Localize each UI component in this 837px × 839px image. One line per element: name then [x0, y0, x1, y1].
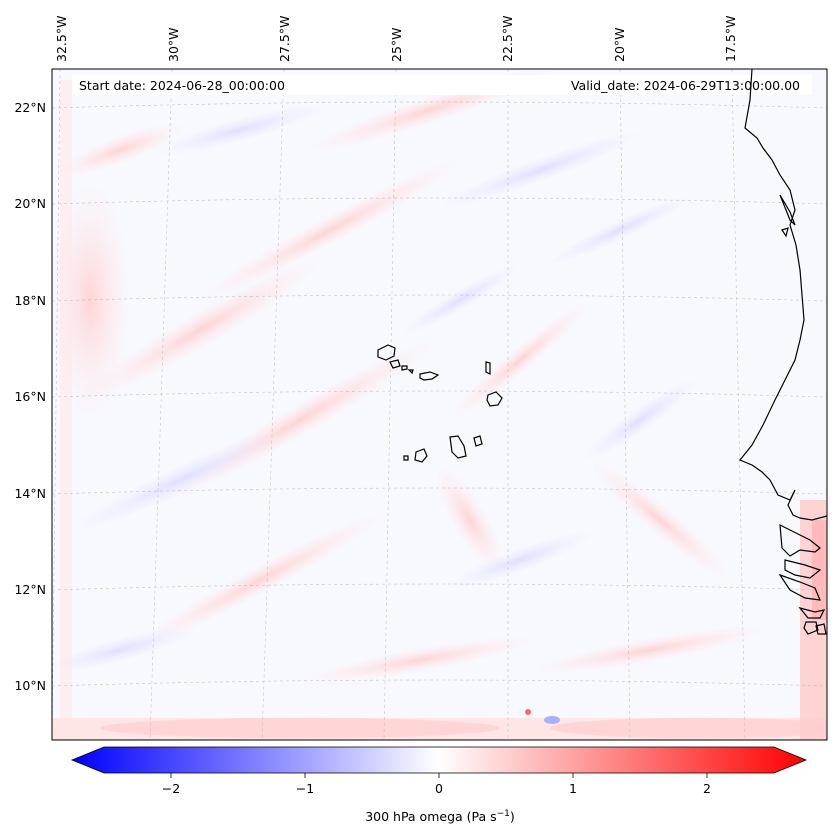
colorbar-bar: [70, 746, 808, 774]
lat-label: 18°N: [14, 293, 46, 308]
lon-labels: 32.5°W 30°W 27.5°W 25°W 22.5°W 20°W 17.5…: [54, 16, 738, 62]
lon-label: 32.5°W: [54, 16, 69, 62]
omega-field: [52, 69, 827, 740]
colorbar-label: 300 hPa omega (Pa s−1): [365, 809, 515, 824]
colorbar-ticks: −2 −1 0 1 2: [162, 773, 711, 796]
colorbar-tick-label: 2: [703, 781, 711, 796]
cape-verde-islands: [377, 344, 503, 463]
graticule: [52, 69, 827, 740]
coastline: [739, 68, 828, 635]
lat-labels: 22°N 20°N 18°N 16°N 14°N 12°N 10°N: [14, 100, 46, 693]
map-frame: [51, 68, 828, 741]
colorbar: −2 −1 0 1 2 300 hPa omega (Pa s−1): [70, 746, 808, 824]
colorbar-tick-label: 1: [569, 781, 577, 796]
lon-label: 30°W: [166, 27, 181, 62]
colorbar-tick-label: −1: [296, 781, 314, 796]
lat-label: 10°N: [14, 678, 46, 693]
lon-label: 25°W: [389, 27, 404, 62]
start-date-label: Start date: 2024-06-28_00:00:00: [79, 78, 285, 93]
lat-label: 20°N: [14, 196, 46, 211]
colorbar-tick-label: 0: [435, 781, 443, 796]
lon-label: 27.5°W: [277, 16, 292, 62]
lon-label: 22.5°W: [500, 16, 515, 62]
lat-label: 22°N: [14, 100, 46, 115]
lon-label: 20°W: [612, 27, 627, 62]
lon-label: 17.5°W: [723, 16, 738, 62]
map-panel: Start date: 2024-06-28_00:00:00 Valid_da…: [51, 68, 828, 741]
lat-label: 16°N: [14, 389, 46, 404]
lat-label: 12°N: [14, 582, 46, 597]
lat-label: 14°N: [14, 486, 46, 501]
africa-coastline: [739, 68, 828, 521]
colorbar-tick-label: −2: [162, 781, 180, 796]
valid-date-label: Valid_date: 2024-06-29T13:00:00.00: [571, 78, 800, 93]
header-strip: [72, 75, 812, 95]
